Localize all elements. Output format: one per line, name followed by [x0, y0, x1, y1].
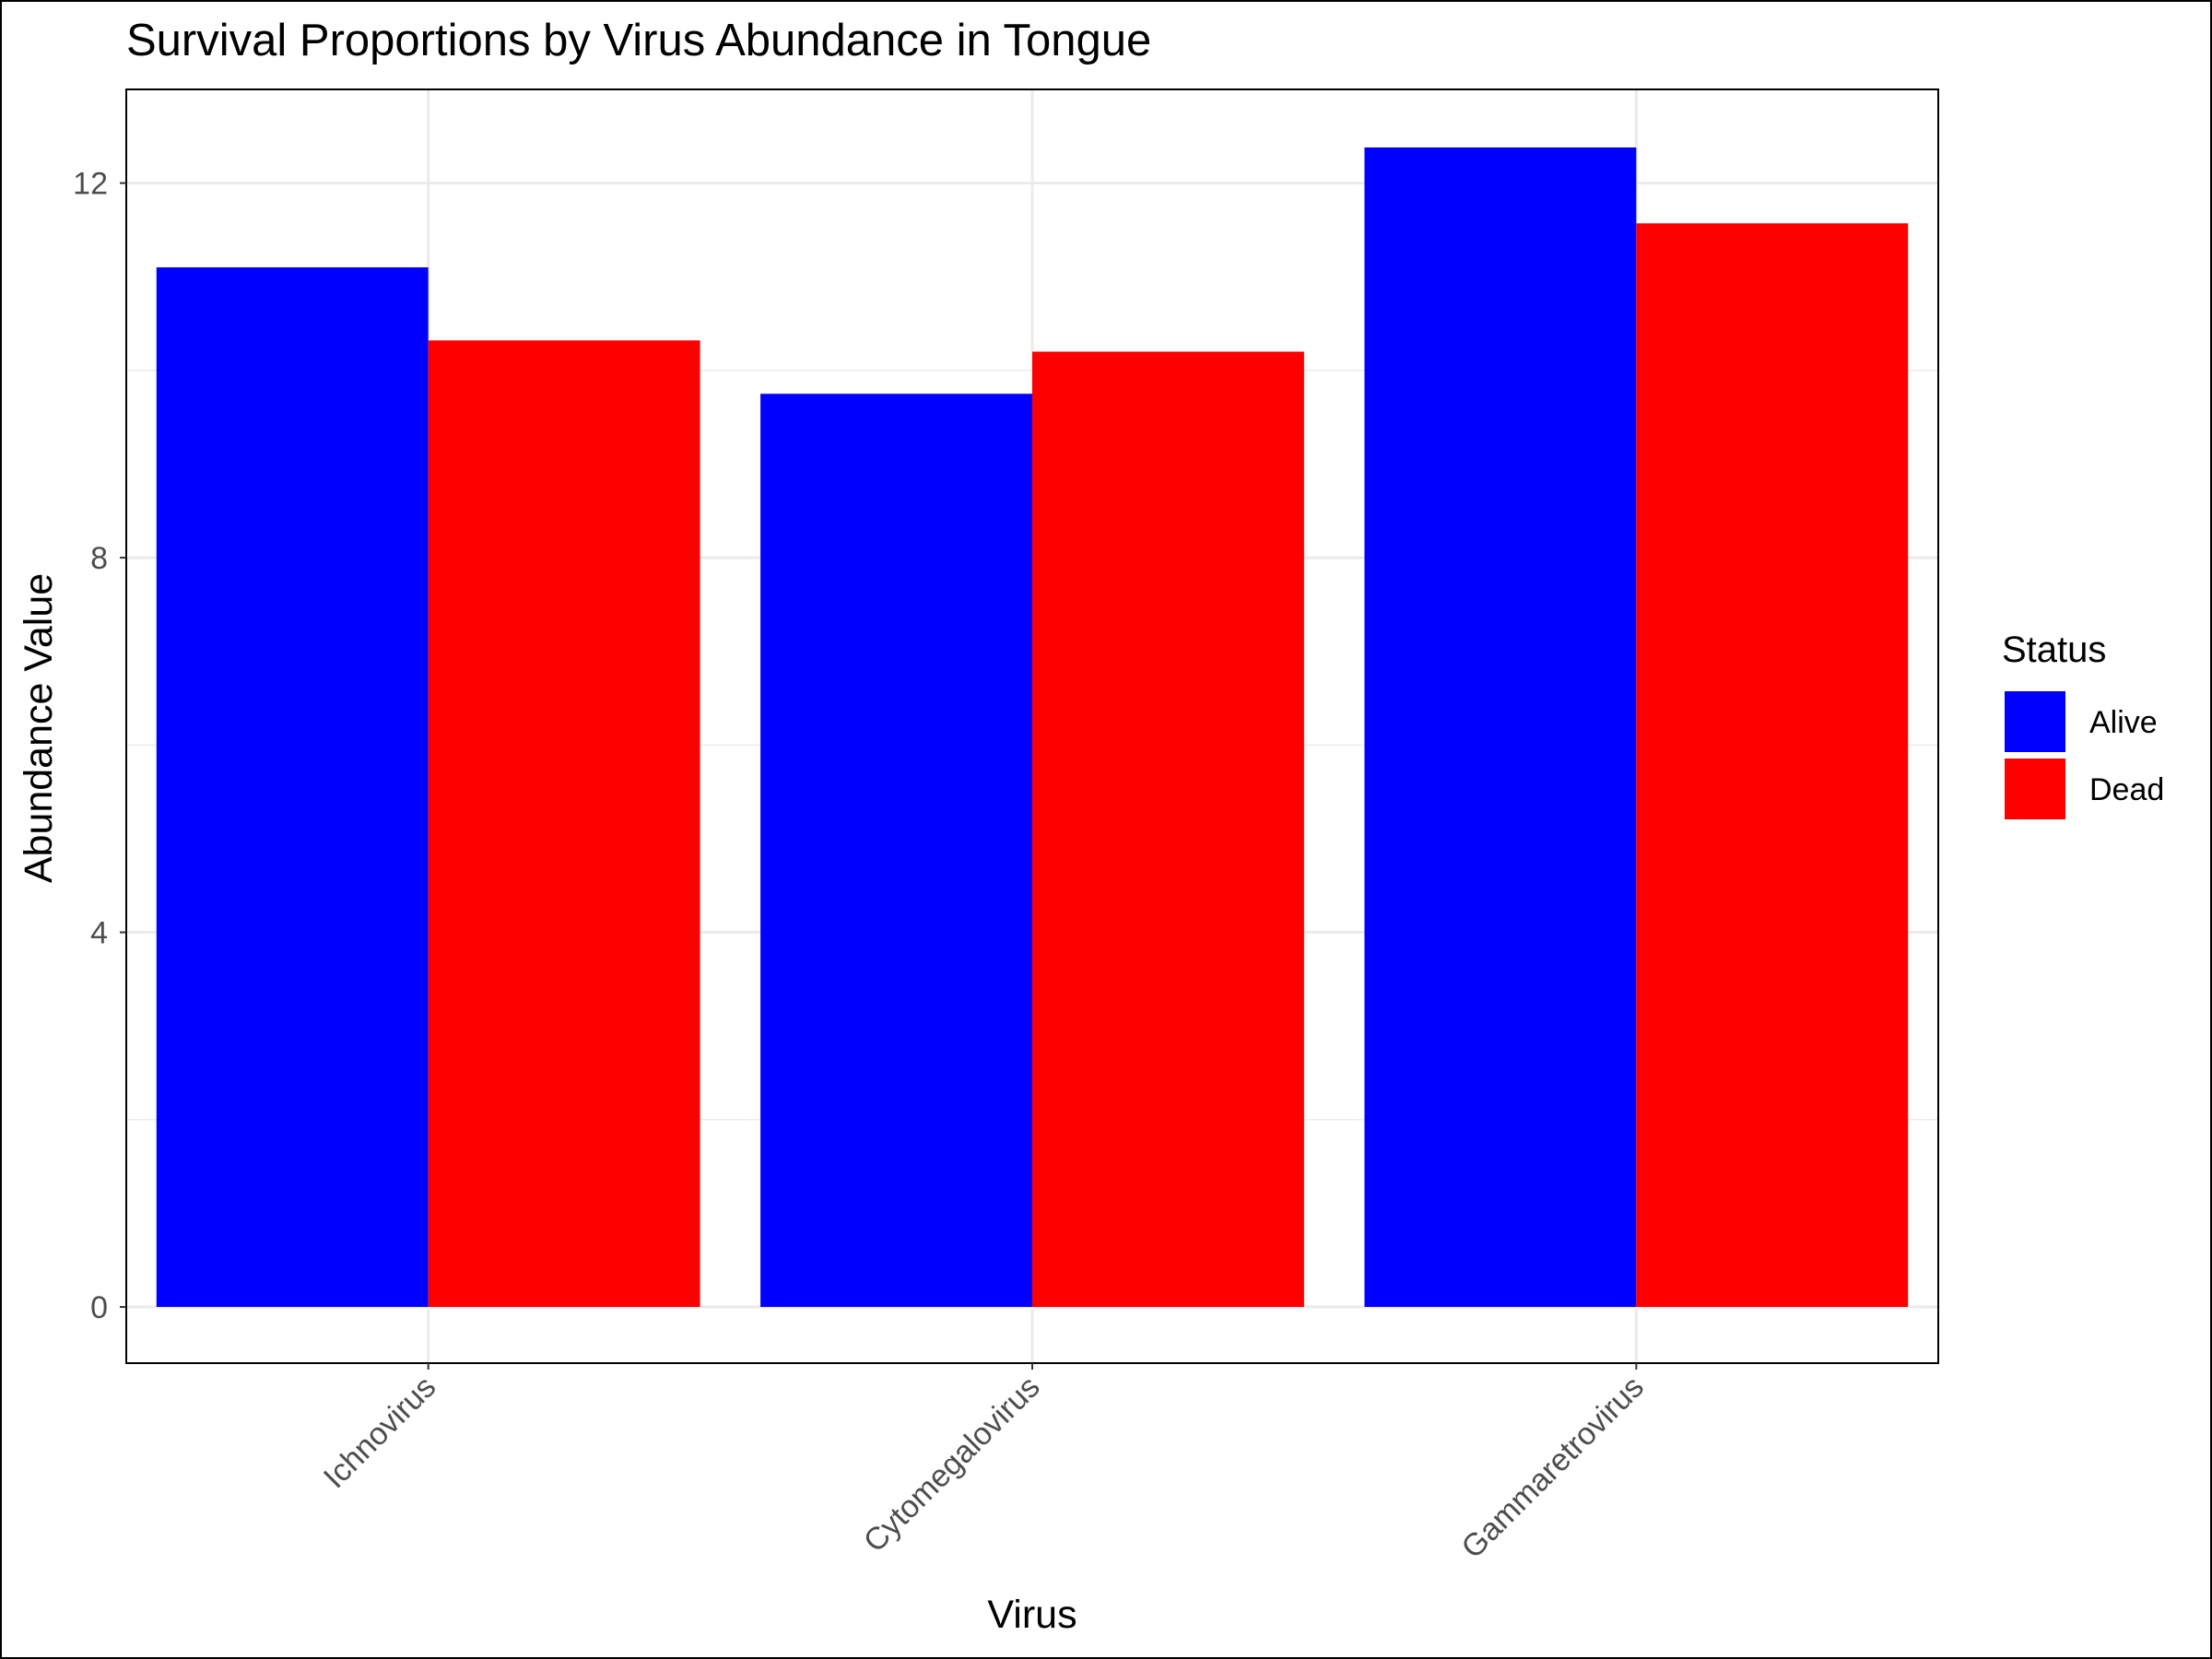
bar-dead-ichnovirus	[428, 340, 700, 1308]
y-tick-label: 8	[90, 541, 108, 576]
legend-key-alive	[2005, 691, 2065, 752]
bar-alive-ichnovirus	[156, 267, 429, 1308]
legend-label-dead: Dead	[2089, 772, 2164, 807]
bar-alive-cytomegalovirus	[760, 394, 1032, 1308]
x-axis-title: Virus	[987, 1593, 1077, 1637]
legend-title: Status	[2002, 629, 2106, 670]
y-tick-label: 0	[90, 1290, 108, 1325]
y-tick-label: 4	[90, 916, 108, 951]
bar-dead-cytomegalovirus	[1032, 351, 1304, 1308]
y-axis-ticks: 0 4 8 12	[73, 167, 126, 1325]
bars	[156, 147, 1909, 1308]
legend-label-alive: Alive	[2089, 705, 2158, 740]
y-tick-label: 12	[73, 167, 108, 202]
chart-title: Survival Proportions by Virus Abundance …	[126, 16, 1151, 65]
bar-alive-gammaretrovirus	[1364, 147, 1637, 1308]
bar-dead-gammaretrovirus	[1636, 223, 1909, 1308]
legend-key-dead	[2005, 759, 2065, 819]
legend: Status Alive Dead	[2002, 629, 2164, 819]
y-axis-title: Abundance Value	[17, 573, 61, 883]
